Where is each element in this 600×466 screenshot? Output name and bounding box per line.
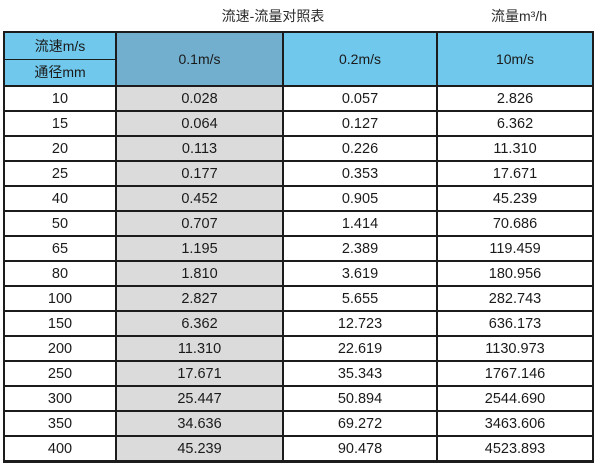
header-col-0-2ms: 0.2m/s (282, 31, 438, 87)
table-row: 250 17.671 35.343 1767.146 (3, 360, 594, 387)
header-diameter-label: 通径mm (3, 58, 117, 87)
header-col-0-1ms: 0.1m/s (115, 31, 284, 87)
flow-table: 流速m/s 0.1m/s 0.2m/s 10m/s 通径mm 10 0.028 0.… (3, 31, 594, 463)
diameter-cell: 15 (3, 110, 117, 137)
table-row: 80 1.810 3.619 180.956 (3, 260, 594, 287)
diameter-cell: 40 (3, 185, 117, 212)
flow-value-cell: 0.113 (115, 135, 284, 162)
flow-value-cell: 0.707 (115, 210, 284, 237)
flow-value-cell: 17.671 (436, 160, 594, 187)
table-row: 50 0.707 1.414 70.686 (3, 210, 594, 237)
table-row: 20 0.113 0.226 11.310 (3, 135, 594, 162)
diameter-cell: 25 (3, 160, 117, 187)
flow-value-cell: 0.452 (115, 185, 284, 212)
flow-value-cell: 0.226 (282, 135, 438, 162)
flow-value-cell: 2.389 (282, 235, 438, 262)
table-row: 15 0.064 0.127 6.362 (3, 110, 594, 137)
flow-value-cell: 2.827 (115, 285, 284, 312)
flow-value-cell: 6.362 (436, 110, 594, 137)
diameter-cell: 350 (3, 410, 117, 437)
flow-value-cell: 17.671 (115, 360, 284, 387)
flow-value-cell: 0.177 (115, 160, 284, 187)
flow-value-cell: 1.810 (115, 260, 284, 287)
flow-value-cell: 6.362 (115, 310, 284, 337)
flow-value-cell: 0.057 (282, 85, 438, 112)
table-row: 150 6.362 12.723 636.173 (3, 310, 594, 337)
table-row: 350 34.636 69.272 3463.606 (3, 410, 594, 437)
flow-value-cell: 25.447 (115, 385, 284, 412)
diameter-cell: 400 (3, 435, 117, 463)
flow-value-cell: 45.239 (436, 185, 594, 212)
flow-value-cell: 5.655 (282, 285, 438, 312)
diameter-cell: 100 (3, 285, 117, 312)
flow-value-cell: 1.414 (282, 210, 438, 237)
table-title: 流速-流量对照表 (221, 8, 325, 24)
flow-value-cell: 1130.973 (436, 335, 594, 362)
flow-value-cell: 12.723 (282, 310, 438, 337)
table-header: 流速m/s 0.1m/s 0.2m/s 10m/s 通径mm (3, 31, 594, 87)
diameter-cell: 10 (3, 85, 117, 112)
header-velocity-label: 流速m/s (3, 31, 117, 60)
diameter-cell: 250 (3, 360, 117, 387)
table-body: 10 0.028 0.057 2.826 15 0.064 0.127 6.362 20 0.11… (3, 85, 594, 463)
flow-value-cell: 636.173 (436, 310, 594, 337)
flow-value-cell: 22.619 (282, 335, 438, 362)
flow-value-cell: 180.956 (436, 260, 594, 287)
flow-value-cell: 0.064 (115, 110, 284, 137)
flow-value-cell: 282.743 (436, 285, 594, 312)
flow-value-cell: 90.478 (282, 435, 438, 463)
flow-value-cell: 50.894 (282, 385, 438, 412)
flow-value-cell: 11.310 (115, 335, 284, 362)
diameter-cell: 80 (3, 260, 117, 287)
flow-value-cell: 35.343 (282, 360, 438, 387)
diameter-cell: 65 (3, 235, 117, 262)
table-row: 25 0.177 0.353 17.671 (3, 160, 594, 187)
table-row: 40 0.452 0.905 45.239 (3, 185, 594, 212)
header-row-top: 流速m/s 0.1m/s 0.2m/s 10m/s (3, 31, 594, 87)
diameter-cell: 50 (3, 210, 117, 237)
diameter-cell: 300 (3, 385, 117, 412)
flow-value-cell: 1767.146 (436, 360, 594, 387)
flow-value-cell: 45.239 (115, 435, 284, 463)
flow-value-cell: 70.686 (436, 210, 594, 237)
diameter-cell: 150 (3, 310, 117, 337)
table-row: 400 45.239 90.478 4523.893 (3, 435, 594, 463)
flow-value-cell: 3.619 (282, 260, 438, 287)
table-row: 100 2.827 5.655 282.743 (3, 285, 594, 312)
flow-value-cell: 1.195 (115, 235, 284, 262)
table-row: 10 0.028 0.057 2.826 (3, 85, 594, 112)
flow-value-cell: 2544.690 (436, 385, 594, 412)
flow-value-cell: 0.127 (282, 110, 438, 137)
flow-value-cell: 11.310 (436, 135, 594, 162)
flow-value-cell: 34.636 (115, 410, 284, 437)
title-bar: 流速-流量对照表 流量m³/h (0, 0, 600, 31)
flow-value-cell: 3463.606 (436, 410, 594, 437)
table-row: 200 11.310 22.619 1130.973 (3, 335, 594, 362)
flow-unit-label: 流量m³/h (491, 8, 547, 24)
diameter-cell: 20 (3, 135, 117, 162)
table-row: 65 1.195 2.389 119.459 (3, 235, 594, 262)
diameter-cell: 200 (3, 335, 117, 362)
flow-value-cell: 2.826 (436, 85, 594, 112)
flow-value-cell: 69.272 (282, 410, 438, 437)
header-row-bottom: 通径mm (3, 58, 593, 87)
flow-value-cell: 0.028 (115, 85, 284, 112)
flow-value-cell: 0.353 (282, 160, 438, 187)
flow-value-cell: 4523.893 (436, 435, 594, 463)
flow-value-cell: 119.459 (436, 235, 594, 262)
table-row: 300 25.447 50.894 2544.690 (3, 385, 594, 412)
flow-value-cell: 0.905 (282, 185, 438, 212)
header-col-10ms: 10m/s (436, 31, 594, 87)
